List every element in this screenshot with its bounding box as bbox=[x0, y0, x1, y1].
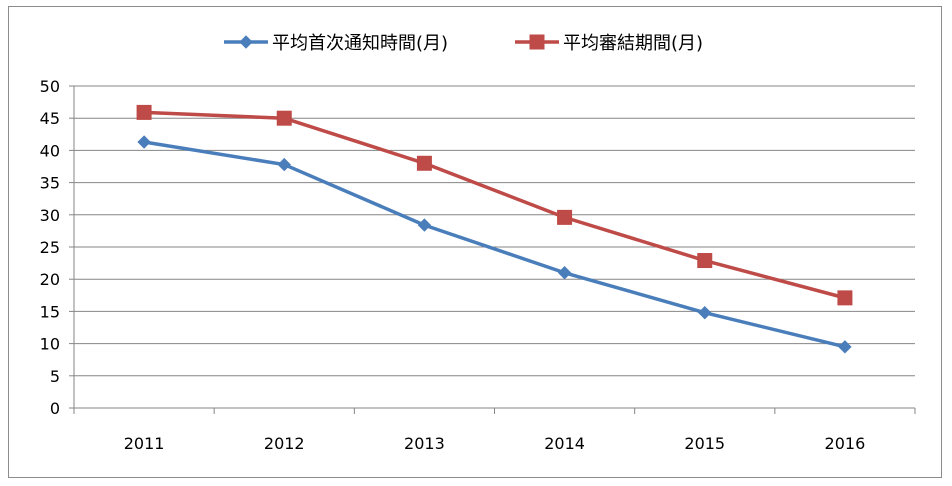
data-point bbox=[838, 340, 852, 354]
x-tick-label: 2012 bbox=[264, 434, 305, 453]
y-tick-label: 25 bbox=[40, 238, 60, 257]
data-point bbox=[557, 209, 573, 225]
x-tick-label: 2016 bbox=[825, 434, 866, 453]
data-point bbox=[417, 218, 432, 232]
axes bbox=[69, 85, 916, 414]
legend-swatch-marker bbox=[529, 34, 545, 50]
data-point bbox=[557, 266, 572, 280]
series-line bbox=[144, 110, 846, 300]
data-point bbox=[136, 104, 152, 120]
data-point bbox=[137, 135, 151, 149]
series-2 bbox=[136, 104, 853, 306]
y-tick-label: 10 bbox=[40, 335, 60, 354]
y-tick-label: 0 bbox=[50, 399, 60, 418]
data-point bbox=[698, 305, 712, 320]
legend-label: 平均首次通知時間(月) bbox=[272, 33, 448, 54]
data-point bbox=[837, 290, 853, 306]
series-1 bbox=[137, 135, 852, 354]
y-tick-label: 45 bbox=[40, 109, 60, 128]
x-tick-label: 2014 bbox=[544, 434, 585, 453]
x-tick-label: 2015 bbox=[684, 434, 725, 453]
legend-swatch-marker bbox=[239, 35, 253, 49]
legend-item-1: 平均首次通知時間(月) bbox=[224, 33, 448, 54]
gridlines bbox=[74, 85, 915, 377]
series-line bbox=[143, 140, 846, 349]
data-point bbox=[416, 155, 432, 171]
legend: 平均首次通知時間(月) 平均審結期間(月) bbox=[224, 33, 703, 54]
x-axis-ticks: 2011 2012 2013 2014 2015 2016 bbox=[124, 434, 866, 453]
legend-item-2: 平均審結期間(月) bbox=[515, 33, 703, 54]
y-axis-ticks: 0 5 10 15 20 25 30 35 40 45 50 bbox=[40, 77, 60, 418]
y-tick-label: 50 bbox=[40, 77, 60, 96]
y-tick-label: 20 bbox=[40, 270, 60, 289]
series-group bbox=[136, 104, 853, 354]
x-tick-label: 2011 bbox=[124, 434, 165, 453]
y-tick-label: 15 bbox=[40, 302, 60, 321]
y-tick-label: 40 bbox=[40, 141, 60, 160]
legend-label: 平均審結期間(月) bbox=[563, 33, 703, 54]
y-tick-label: 35 bbox=[40, 174, 60, 193]
data-point bbox=[697, 253, 713, 269]
y-tick-label: 30 bbox=[40, 206, 60, 225]
data-point bbox=[277, 157, 291, 172]
x-tick-label: 2013 bbox=[404, 434, 445, 453]
data-point bbox=[276, 110, 292, 126]
y-tick-label: 5 bbox=[50, 367, 60, 386]
